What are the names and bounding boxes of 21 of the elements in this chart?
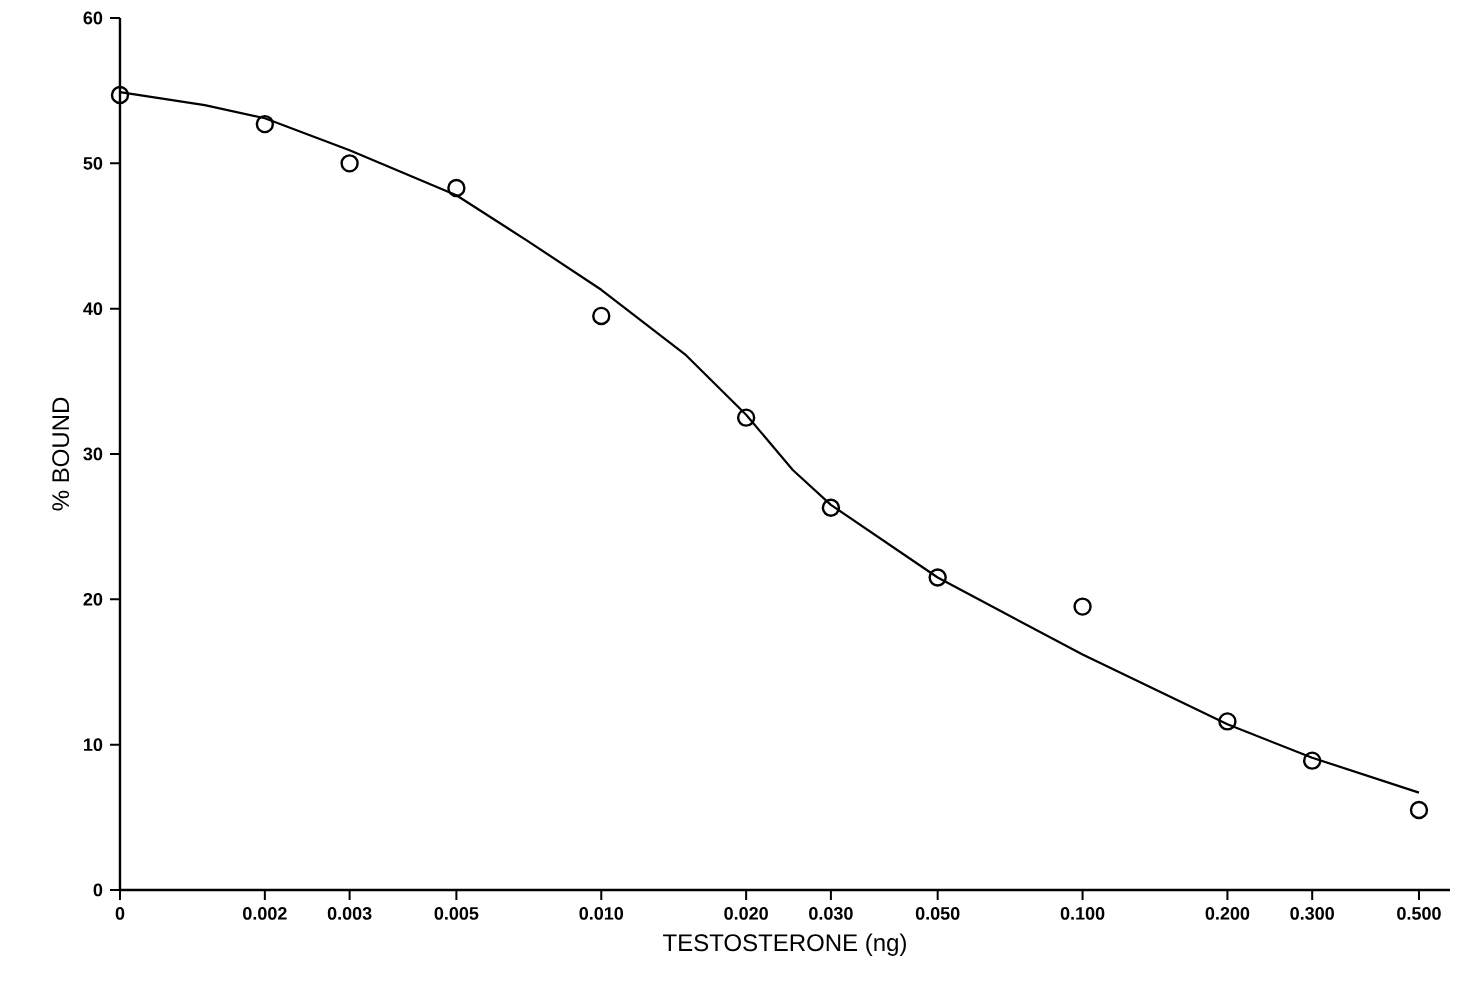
x-tick-label: 0.100 <box>1060 907 1105 920</box>
x-axis-title: TESTOSTERONE (ng) <box>663 933 906 956</box>
y-axis-title: % BOUND <box>52 397 70 511</box>
y-tick-label: 10 <box>84 738 103 752</box>
y-tick-label: 30 <box>83 447 103 461</box>
x-tick-label: 0.030 <box>809 907 853 920</box>
y-tick-label: 60 <box>83 11 103 25</box>
x-tick-label: 0 <box>115 907 125 920</box>
x-tick-label: 0.200 <box>1205 907 1250 920</box>
x-tick-label: 0.020 <box>724 907 768 920</box>
x-tick-label: 0.005 <box>434 907 479 920</box>
x-tick-label: 0.002 <box>243 907 287 920</box>
x-tick-label: 0.050 <box>915 907 960 920</box>
y-tick-label: 0 <box>93 883 103 897</box>
y-tick-label: 20 <box>83 592 103 606</box>
y-tick-label: 50 <box>83 156 103 170</box>
x-tick-label: 0.500 <box>1397 907 1441 920</box>
y-tick-label: 40 <box>83 302 103 316</box>
x-tick-label: 0.010 <box>579 907 624 920</box>
x-tick-label: 0.003 <box>327 907 372 920</box>
x-tick-label: 0.300 <box>1290 907 1334 920</box>
